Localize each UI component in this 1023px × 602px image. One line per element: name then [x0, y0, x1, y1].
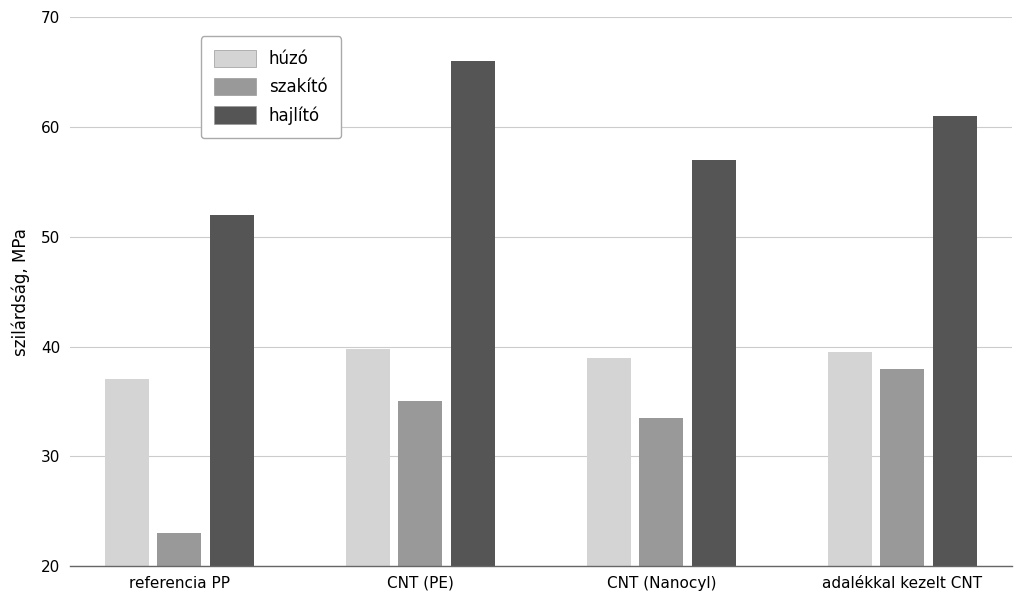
- Bar: [346, 349, 390, 602]
- Bar: [158, 533, 202, 602]
- Bar: [933, 116, 977, 602]
- Legend: húzó, szakító, hajlító: húzó, szakító, hajlító: [201, 37, 341, 138]
- Bar: [398, 402, 442, 602]
- Bar: [692, 160, 736, 602]
- Bar: [587, 358, 630, 602]
- Bar: [105, 379, 148, 602]
- Bar: [210, 215, 254, 602]
- Y-axis label: szilárdság, MPa: szilárdság, MPa: [11, 228, 30, 356]
- Bar: [451, 61, 495, 602]
- Bar: [639, 418, 683, 602]
- Bar: [828, 352, 872, 602]
- Bar: [881, 368, 924, 602]
